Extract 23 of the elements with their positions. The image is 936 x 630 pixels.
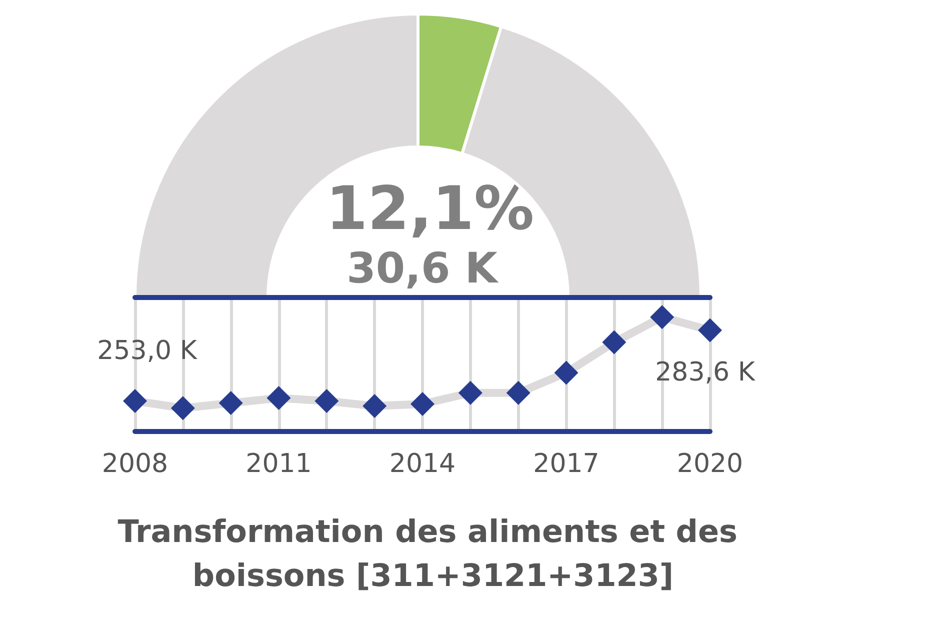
point [170,396,195,420]
point [554,360,578,385]
point [410,392,434,416]
x-tick-label: 2014 [389,449,456,479]
x-tick-label: 2020 [676,449,744,479]
x-tick-label: 2017 [533,449,600,479]
point [123,388,147,413]
point [506,380,530,405]
point [698,318,722,342]
text: Transformation des aliments et des boissons [311+3121+3123] [118,514,748,594]
point [266,386,291,410]
text: 12,1% [326,174,534,244]
data-label: 253,0 K [97,336,198,366]
point [458,380,482,405]
point [362,394,387,418]
point [602,330,626,354]
data-label: 283,6 K [655,357,756,388]
point [314,388,339,413]
point [218,391,243,416]
text: 30,6 K [346,243,499,292]
x-tick-label: 2008 [102,449,168,479]
point [650,305,674,330]
x-tick-label: 2011 [246,449,312,479]
